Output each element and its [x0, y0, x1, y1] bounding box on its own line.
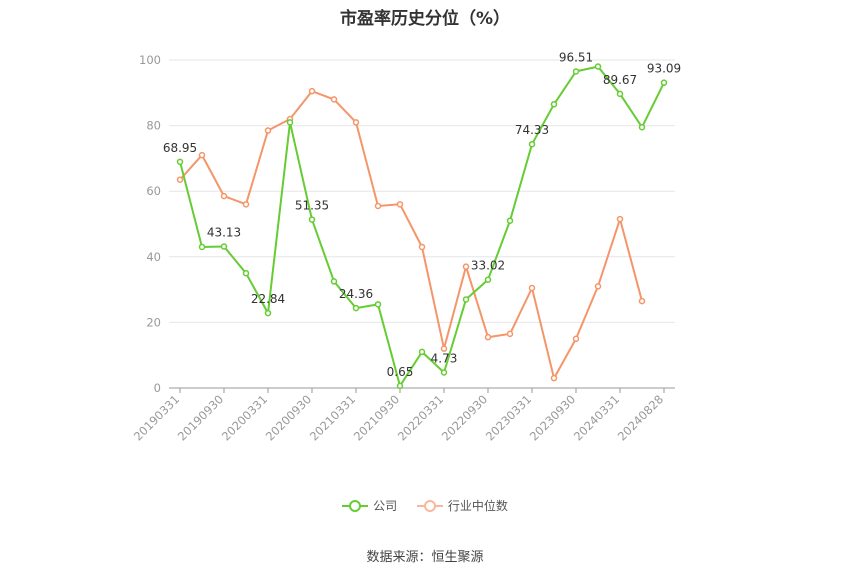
- data-point-industry: [550, 374, 558, 382]
- data-label-company: 89.67: [603, 73, 637, 87]
- data-point-industry: [330, 96, 338, 103]
- data-point-industry: [572, 335, 580, 343]
- legend-industry-marker: [416, 499, 443, 513]
- series-line-industry: [179, 90, 643, 380]
- data-point-industry: [616, 215, 624, 223]
- data-point-company: [440, 369, 448, 376]
- data-point-company: [330, 278, 338, 285]
- x-tick-label: 20190331: [131, 392, 182, 443]
- data-label-company: 43.13: [207, 226, 241, 240]
- data-label-company: 0.65: [387, 365, 414, 379]
- data-point-industry: [462, 263, 470, 270]
- data-point-company: [242, 269, 250, 277]
- x-tick-label: 20190930: [175, 392, 226, 443]
- grid-lines: [169, 59, 675, 323]
- data-point-company: [374, 301, 382, 308]
- data-label-company: 33.02: [471, 259, 505, 273]
- data-point-company: [484, 276, 492, 283]
- y-tick-label: 60: [146, 184, 161, 198]
- data-point-industry: [506, 330, 514, 338]
- y-tick-label: 20: [146, 315, 161, 329]
- data-point-company: [506, 217, 514, 224]
- legend-item-industry[interactable]: 行业中位数: [416, 497, 508, 514]
- legend-item-company[interactable]: 公司: [342, 497, 397, 514]
- data-point-company: [660, 79, 668, 86]
- data-point-industry: [484, 333, 492, 341]
- y-tick-label: 100: [139, 53, 161, 67]
- data-point-industry: [374, 202, 382, 210]
- chart-title: 市盈率历史分位（%）: [339, 9, 511, 29]
- data-point-company: [462, 296, 470, 303]
- x-tick-label: 20200331: [219, 392, 270, 443]
- data-point-company: [550, 101, 558, 108]
- data-point-company: [264, 309, 272, 317]
- data-point-industry: [396, 201, 404, 208]
- legend-company-marker: [342, 499, 369, 513]
- data-point-company: [528, 140, 536, 148]
- data-point-industry: [594, 283, 602, 290]
- data-point-industry: [440, 345, 448, 352]
- y-tick-label: 0: [154, 381, 161, 395]
- source-note: 数据来源：恒生聚源: [366, 550, 484, 565]
- x-tick-label: 20240331: [571, 392, 622, 443]
- data-point-company: [396, 382, 404, 390]
- data-point-industry: [528, 284, 536, 292]
- data-point-industry: [220, 192, 228, 200]
- x-tick-label: 20220930: [439, 392, 490, 443]
- series-line-company: [179, 65, 665, 387]
- data-label-company: 96.51: [559, 50, 593, 64]
- x-tick-label: 20240828: [615, 392, 666, 443]
- data-label-company: 22.84: [251, 292, 285, 306]
- data-point-industry: [638, 297, 646, 305]
- data-point-company: [198, 243, 206, 251]
- legend-company-label: 公司: [373, 499, 398, 513]
- x-tick-label: 20230331: [483, 392, 534, 443]
- series-layer: [176, 63, 668, 390]
- x-tick-label: 20230930: [527, 392, 578, 443]
- y-tick-label: 80: [146, 119, 161, 133]
- data-point-industry: [352, 119, 360, 126]
- data-label-company: 51.35: [295, 199, 329, 213]
- data-point-company: [176, 158, 184, 166]
- data-point-industry: [418, 243, 426, 251]
- data-point-industry: [176, 176, 184, 183]
- x-tick-label: 20210930: [351, 392, 402, 443]
- data-label-company: 4.73: [431, 351, 458, 365]
- data-point-industry: [308, 87, 316, 95]
- data-label-company: 74.33: [515, 123, 549, 137]
- x-tick-label: 20200930: [263, 392, 314, 443]
- legend-industry-label: 行业中位数: [447, 499, 508, 513]
- data-point-company: [352, 304, 360, 312]
- data-point-company: [286, 119, 294, 126]
- data-point-company: [308, 216, 316, 223]
- x-tick-label: 20220331: [395, 392, 446, 443]
- data-point-industry: [242, 201, 250, 208]
- data-point-company: [572, 68, 580, 75]
- x-tick-label: 20210331: [307, 392, 358, 443]
- data-point-company: [638, 123, 646, 131]
- data-labels: 68.95 43.13 22.84 51.35 24.36 0.65 4.73 33.02 74…: [163, 50, 681, 378]
- data-label-company: 93.09: [647, 62, 681, 76]
- data-point-company: [220, 243, 228, 250]
- data-label-company: 24.36: [339, 287, 373, 301]
- data-point-company: [418, 348, 426, 356]
- data-point-industry: [198, 151, 206, 159]
- legend: 公司 行业中位数: [0, 497, 850, 516]
- y-tick-label: 40: [146, 250, 161, 264]
- data-point-company: [594, 63, 602, 70]
- data-point-industry: [264, 127, 272, 134]
- data-label-company: 68.95: [163, 141, 197, 155]
- data-point-company: [616, 90, 624, 98]
